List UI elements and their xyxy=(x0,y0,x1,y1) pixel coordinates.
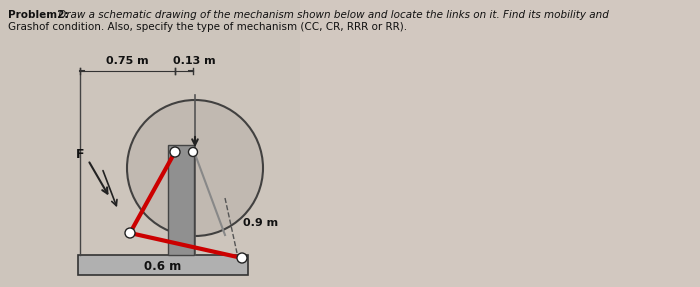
Bar xyxy=(78,255,248,275)
Bar xyxy=(300,0,700,287)
Text: Problem2:: Problem2: xyxy=(8,10,69,20)
Text: 0.75 m: 0.75 m xyxy=(106,56,149,66)
Text: F: F xyxy=(76,148,85,162)
Text: Draw a schematic drawing of the mechanism shown below and locate the links on it: Draw a schematic drawing of the mechanis… xyxy=(55,10,609,20)
Bar xyxy=(168,145,194,255)
Circle shape xyxy=(127,100,263,236)
Circle shape xyxy=(170,147,180,157)
Circle shape xyxy=(237,253,247,263)
Text: Grashof condition. Also, specify the type of mechanism (CC, CR, RRR or RR).: Grashof condition. Also, specify the typ… xyxy=(8,22,407,32)
Circle shape xyxy=(188,148,197,156)
Text: 0.6 m: 0.6 m xyxy=(144,259,181,272)
Text: 0.13 m: 0.13 m xyxy=(173,56,216,66)
Text: 0.9 m: 0.9 m xyxy=(243,218,278,228)
Circle shape xyxy=(125,228,135,238)
